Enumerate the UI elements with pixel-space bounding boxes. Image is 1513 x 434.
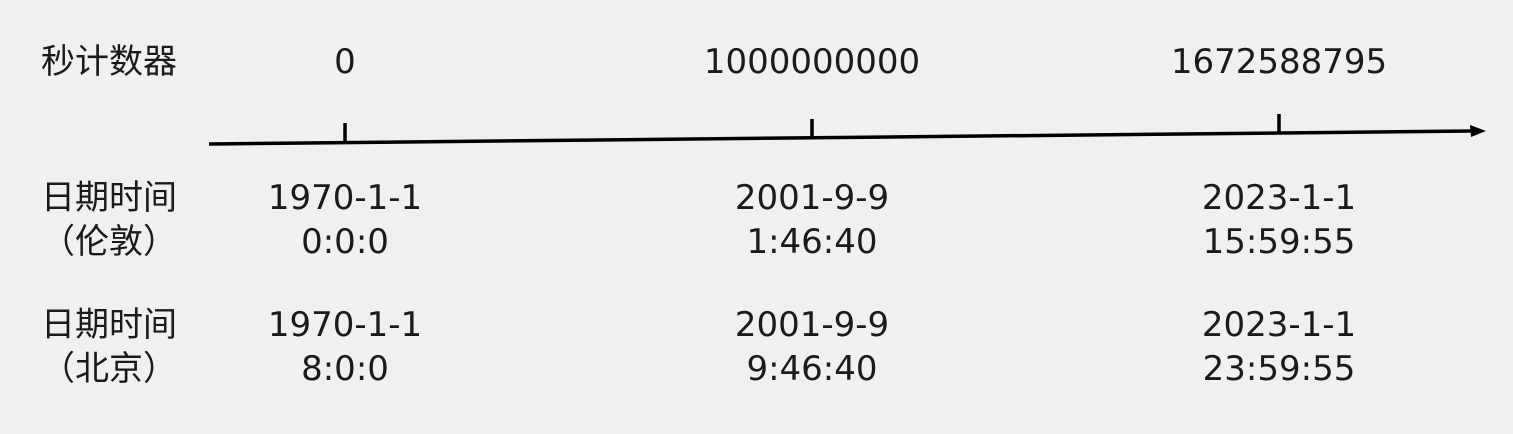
london-time-epoch: 0:0:0 xyxy=(301,222,389,262)
beijing-date-epoch: 1970-1-1 xyxy=(267,305,423,345)
counter-row-label: 秒计数器 xyxy=(24,40,194,84)
beijing-date-billion: 2001-9-9 xyxy=(734,305,890,345)
beijing-date-2023: 2023-1-1 xyxy=(1201,305,1357,345)
counter-value-billion: 1000000000 xyxy=(703,42,921,82)
beijing-cell-billion: 2001-9-9 9:46:40 xyxy=(632,303,992,391)
beijing-row-label: 日期时间 （北京） xyxy=(24,303,194,391)
london-date-billion: 2001-9-9 xyxy=(734,178,890,218)
axis-arrowhead xyxy=(1470,125,1486,137)
counter-value-2023: 1672588795 xyxy=(1170,42,1388,82)
london-date-epoch: 1970-1-1 xyxy=(267,178,423,218)
london-cell-epoch: 1970-1-1 0:0:0 xyxy=(165,176,525,264)
beijing-row-label-line2: （北京） xyxy=(41,349,177,389)
london-cell-2023: 2023-1-1 15:59:55 xyxy=(1099,176,1459,264)
beijing-row-label-line1: 日期时间 xyxy=(41,305,177,345)
beijing-time-epoch: 8:0:0 xyxy=(301,349,389,389)
london-row-label-line1: 日期时间 xyxy=(41,178,177,218)
counter-row-label-text: 秒计数器 xyxy=(41,42,177,82)
london-cell-billion: 2001-9-9 1:46:40 xyxy=(632,176,992,264)
beijing-time-billion: 9:46:40 xyxy=(746,349,878,389)
beijing-time-2023: 23:59:55 xyxy=(1202,349,1356,389)
london-time-billion: 1:46:40 xyxy=(746,222,878,262)
london-row-label: 日期时间 （伦敦） xyxy=(24,176,194,264)
axis-line xyxy=(208,129,1473,146)
london-row-label-line2: （伦敦） xyxy=(41,222,177,262)
beijing-cell-epoch: 1970-1-1 8:0:0 xyxy=(165,303,525,391)
counter-value-epoch: 0 xyxy=(334,42,356,82)
london-time-2023: 15:59:55 xyxy=(1202,222,1356,262)
london-date-2023: 2023-1-1 xyxy=(1201,178,1357,218)
beijing-cell-2023: 2023-1-1 23:59:55 xyxy=(1099,303,1459,391)
